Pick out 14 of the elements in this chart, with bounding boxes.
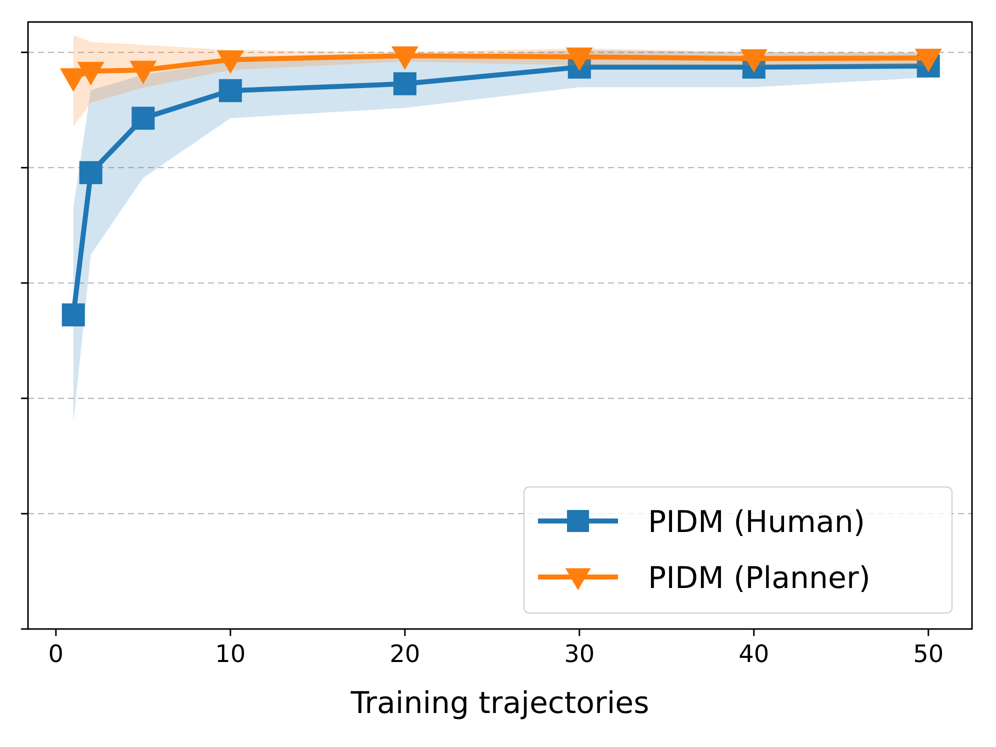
x-tick-label: 30 (564, 640, 595, 668)
x-tick-label: 10 (215, 640, 246, 668)
point (393, 72, 416, 96)
x-axis-title: Training trajectories (350, 686, 650, 721)
legend-label: PIDM (Planner) (648, 561, 870, 596)
x-tick-label: 0 (48, 640, 64, 668)
point (62, 303, 85, 326)
point (218, 79, 242, 102)
x-tick-label: 40 (738, 640, 770, 668)
x-tick-label: 50 (913, 640, 944, 668)
point (132, 106, 155, 130)
legend-label: PIDM (Human) (648, 505, 866, 540)
x-tick-label: 20 (390, 640, 420, 668)
point (79, 161, 102, 184)
